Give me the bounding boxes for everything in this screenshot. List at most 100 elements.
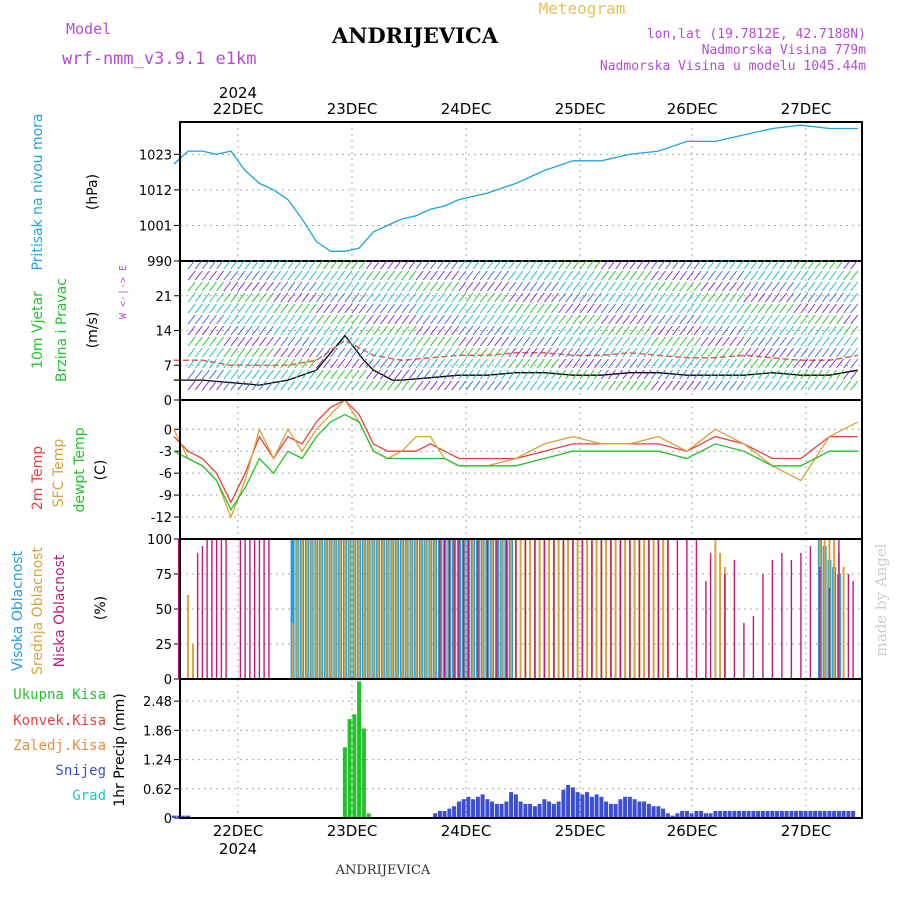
wind-barb xyxy=(308,358,317,369)
wind-barb xyxy=(608,270,616,281)
wind-barb xyxy=(529,281,538,292)
wind-barb xyxy=(615,281,623,292)
y-tick-label: 990 xyxy=(147,255,172,270)
temp-unit: (C) xyxy=(93,460,109,481)
wind-barb xyxy=(736,303,745,314)
wind-barb xyxy=(308,303,317,314)
wind-barb xyxy=(251,303,260,314)
wind-barb xyxy=(194,336,203,347)
wind-barb xyxy=(273,347,281,358)
wind-barb xyxy=(494,270,502,281)
wind-barb xyxy=(629,303,638,314)
bar xyxy=(258,539,261,679)
wind-barb xyxy=(330,259,338,270)
wind-barb xyxy=(230,314,239,325)
wind-barb xyxy=(323,380,331,391)
wind-barb xyxy=(764,347,773,358)
wind-barb xyxy=(558,369,566,380)
wind-barb xyxy=(843,347,851,358)
wind-barb xyxy=(643,325,652,336)
wind-barb xyxy=(800,292,809,303)
bar xyxy=(632,799,637,818)
wind-barb xyxy=(337,314,346,325)
wind-barb xyxy=(494,292,502,303)
wind-barb xyxy=(536,325,545,336)
bar xyxy=(310,539,313,679)
bar xyxy=(832,810,837,818)
wind-barb xyxy=(736,314,745,325)
wind-barb xyxy=(729,303,737,314)
wind-barb xyxy=(707,336,716,347)
wind-barb xyxy=(850,325,859,336)
wind-barb xyxy=(600,358,609,369)
wind-barb xyxy=(266,270,274,281)
wind-barb xyxy=(579,281,588,292)
wind-barb xyxy=(821,358,830,369)
series-line xyxy=(173,413,858,512)
wind-barb xyxy=(700,281,709,292)
wind-barb xyxy=(657,369,666,380)
wind-barb xyxy=(444,369,452,380)
wind-barb xyxy=(294,314,303,325)
wind-barb xyxy=(529,380,538,391)
wind-barb xyxy=(764,303,773,314)
wind-barb xyxy=(451,369,460,380)
date-top-label: 26DEC xyxy=(667,100,718,118)
wind-barb xyxy=(779,347,787,358)
bar xyxy=(377,539,380,679)
wind-barb xyxy=(821,303,830,314)
bar xyxy=(727,810,732,818)
wind-barb xyxy=(479,358,488,369)
wind-barb xyxy=(315,358,324,369)
wind-barb xyxy=(401,281,410,292)
wind-barb xyxy=(593,369,602,380)
wind-barb xyxy=(479,369,488,380)
wind-barb xyxy=(415,314,424,325)
wind-barb xyxy=(315,336,324,347)
wind-barb xyxy=(244,336,253,347)
wind-barb xyxy=(522,259,531,270)
wind-barb xyxy=(444,303,452,314)
wind-barb xyxy=(850,358,859,369)
wind-barb xyxy=(444,325,452,336)
wind-barb xyxy=(722,270,730,281)
bar xyxy=(624,539,627,679)
wind-barb xyxy=(244,314,253,325)
wind-barb xyxy=(622,336,631,347)
wind-barb xyxy=(850,336,859,347)
wind-barb xyxy=(437,259,445,270)
wind-barb xyxy=(315,270,324,281)
series-line xyxy=(173,334,859,386)
wind-barb xyxy=(287,270,296,281)
bar xyxy=(680,810,685,818)
wind-barb xyxy=(401,336,410,347)
bar xyxy=(220,539,223,679)
panel-frame xyxy=(179,399,863,540)
bar xyxy=(656,806,661,818)
wind-barb xyxy=(365,292,374,303)
wind-barb xyxy=(828,380,837,391)
wind-barb xyxy=(764,380,773,391)
wind-barb xyxy=(216,336,224,347)
wind-barb xyxy=(301,281,310,292)
wind-barb xyxy=(736,292,745,303)
wind-barb xyxy=(415,292,424,303)
wind-barb xyxy=(572,325,581,336)
wind-barb xyxy=(429,292,438,303)
wind-barb xyxy=(351,380,360,391)
wind-barb xyxy=(636,369,645,380)
wind-barb xyxy=(828,314,837,325)
wind-barb xyxy=(209,259,217,270)
wind-barb xyxy=(429,270,438,281)
bar xyxy=(339,539,342,679)
wind-barb xyxy=(586,325,595,336)
bar xyxy=(353,539,356,679)
wind-barb xyxy=(665,281,673,292)
bar xyxy=(733,560,736,679)
wind-barb xyxy=(650,303,659,314)
wind-barb xyxy=(814,347,823,358)
wind-barb xyxy=(558,303,566,314)
wind-barb xyxy=(294,369,303,380)
wind-barb xyxy=(501,270,509,281)
wind-barb xyxy=(736,347,745,358)
